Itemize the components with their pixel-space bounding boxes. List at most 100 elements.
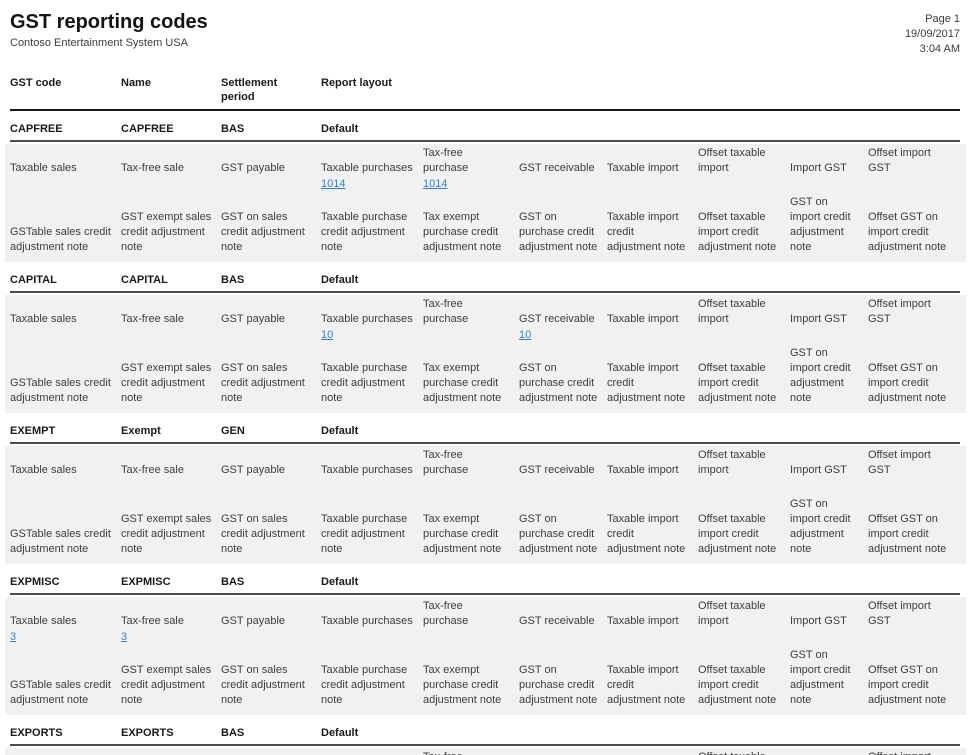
field-label: Import GST (790, 750, 860, 755)
field-label: Taxable purchase credit adjustment note (321, 513, 408, 555)
transaction-count-link[interactable]: 1014 (321, 178, 346, 190)
field-label: Offset GST on import credit adjustment n… (868, 513, 947, 555)
field-cell: Offset taxable import (698, 448, 790, 495)
transaction-count-link[interactable]: 10 (321, 329, 334, 341)
field-label: Taxable import credit adjustment note (607, 211, 686, 253)
link-line (10, 478, 113, 495)
link-line: 3 (121, 629, 213, 646)
field-label: Taxable sales (10, 313, 77, 325)
field-label: Taxable purchases (321, 750, 415, 755)
name-value: Exempt (121, 425, 161, 437)
link-line (221, 478, 313, 495)
gst-code-value: EXPMISC (10, 576, 60, 588)
field-label: Taxable purchase credit adjustment note (321, 211, 408, 253)
link-line (519, 629, 599, 646)
field-cell: Taxable purchases 10 (321, 297, 423, 344)
link-line (423, 629, 511, 646)
field-label: Taxable import credit adjustment note (607, 362, 686, 404)
field-label: GSTable sales credit adjustment note (10, 377, 111, 404)
section-header-row: CAPITAL CAPITAL BAS Default (10, 273, 960, 293)
field-cell: Offset taxable import (698, 297, 790, 344)
field-label: GST on sales credit adjustment note (221, 362, 305, 404)
transaction-count-link[interactable]: 1014 (423, 178, 448, 190)
field-cell: Tax-free sale (121, 448, 221, 495)
field-label: Offset GST on import credit adjustment n… (868, 211, 947, 253)
report-section: EXPMISC EXPMISC BAS Default Taxable sales 3 Ta… (5, 575, 966, 715)
field-label: Taxable import (607, 313, 679, 325)
field-cell: Tax-free sale2 (121, 750, 221, 755)
field-cell: GST payable (221, 599, 321, 646)
field-label: Offset import GST (868, 147, 931, 174)
report-layout-value: Default (321, 123, 359, 135)
field-row-top: Taxable sales Tax-free sale GST payable Tax… (10, 448, 960, 495)
report-date: 19/09/2017 (904, 28, 960, 40)
field-cell: Taxable import (607, 599, 698, 646)
field-label: Import GST (790, 162, 847, 174)
link-line (698, 327, 782, 344)
field-cell: Tax-free purchase (423, 599, 519, 646)
field-row-top: Taxable sales Tax-free sale GST payable Tax… (10, 146, 960, 193)
field-label: Tax-free sale (121, 750, 213, 755)
section-header-row: EXEMPT Exempt GEN Default (10, 424, 960, 444)
field-label: GST on purchase credit adjustment note (519, 664, 598, 706)
link-line (790, 629, 860, 646)
field-label: Offset taxable import credit adjustment … (698, 362, 777, 404)
field-label: Tax exempt purchase credit adjustment no… (423, 664, 502, 706)
field-cell: Taxable sales2 (10, 750, 121, 755)
field-cell: Tax-free purchase (423, 297, 519, 344)
field-label: Taxable sales (10, 750, 113, 755)
field-cell: GST payable (221, 146, 321, 193)
field-label: GST on purchase credit adjustment note (519, 513, 598, 555)
section-band: Taxable sales Tax-free sale GST payable Tax… (5, 446, 966, 564)
field-cell: Import GST (790, 297, 868, 344)
field-cell: Import GST (790, 146, 868, 193)
field-cell: Tax-free sale 3 (121, 599, 221, 646)
field-label: GST receivable (519, 464, 595, 476)
field-label: Tax-free sale (121, 464, 184, 476)
link-line (321, 478, 415, 495)
link-line (10, 176, 113, 193)
field-cell: Taxable purchases (321, 750, 423, 755)
link-line (790, 327, 860, 344)
transaction-count-link[interactable]: 3 (121, 631, 128, 643)
company-name: Contoso Entertainment System USA (10, 37, 188, 49)
field-cell: Import GST (790, 750, 868, 755)
report-section: CAPITAL CAPITAL BAS Default Taxable sales Tax… (5, 273, 966, 413)
field-label: Taxable purchases (321, 162, 413, 174)
field-cell: Import GST (790, 599, 868, 646)
report-section: EXEMPT Exempt GEN Default Taxable sales Tax-f… (5, 424, 966, 564)
settlement-period-value: BAS (221, 274, 245, 286)
field-label: GST on sales credit adjustment note (221, 513, 305, 555)
field-label: Tax-free purchase (423, 750, 511, 755)
field-label: GSTable sales credit adjustment note (10, 226, 111, 253)
name-value: CAPITAL (121, 274, 168, 286)
report-header: GST reporting codes Contoso Entertainmen… (10, 10, 960, 64)
link-line (321, 629, 415, 646)
field-label: Tax-free purchase (423, 600, 469, 627)
field-label: Tax-free purchase (423, 147, 469, 174)
field-cell: Offset taxable import (698, 750, 790, 755)
report-layout-value: Default (321, 274, 359, 286)
field-label: GST on purchase credit adjustment note (519, 211, 598, 253)
transaction-count-link[interactable]: 10 (519, 329, 532, 341)
link-line (607, 478, 690, 495)
field-label: GST on purchase credit adjustment note (519, 362, 598, 404)
field-label: GST on sales credit adjustment note (221, 664, 305, 706)
field-label: Taxable import (607, 615, 679, 627)
field-label: Tax-free sale (121, 313, 184, 325)
column-header-report-layout: Report layout (321, 77, 392, 89)
field-label: Taxable purchases (321, 313, 413, 325)
field-row-top: Taxable sales Tax-free sale GST payable Tax… (10, 297, 960, 344)
link-line (10, 327, 113, 344)
link-line (868, 327, 952, 344)
column-header-settlement-period: Settlement period (221, 77, 278, 103)
field-label: GST receivable (519, 162, 595, 174)
field-label: Taxable sales (10, 162, 77, 174)
transaction-count-link[interactable]: 3 (10, 631, 17, 643)
field-label: Offset taxable import (698, 449, 766, 476)
field-cell: Offset taxable import (698, 146, 790, 193)
name-value: CAPFREE (121, 123, 174, 135)
field-cell: Taxable sales (10, 448, 121, 495)
field-label: Tax-free sale (121, 615, 184, 627)
field-row-top: Taxable sales2Tax-free sale2GST payable T… (10, 750, 960, 755)
